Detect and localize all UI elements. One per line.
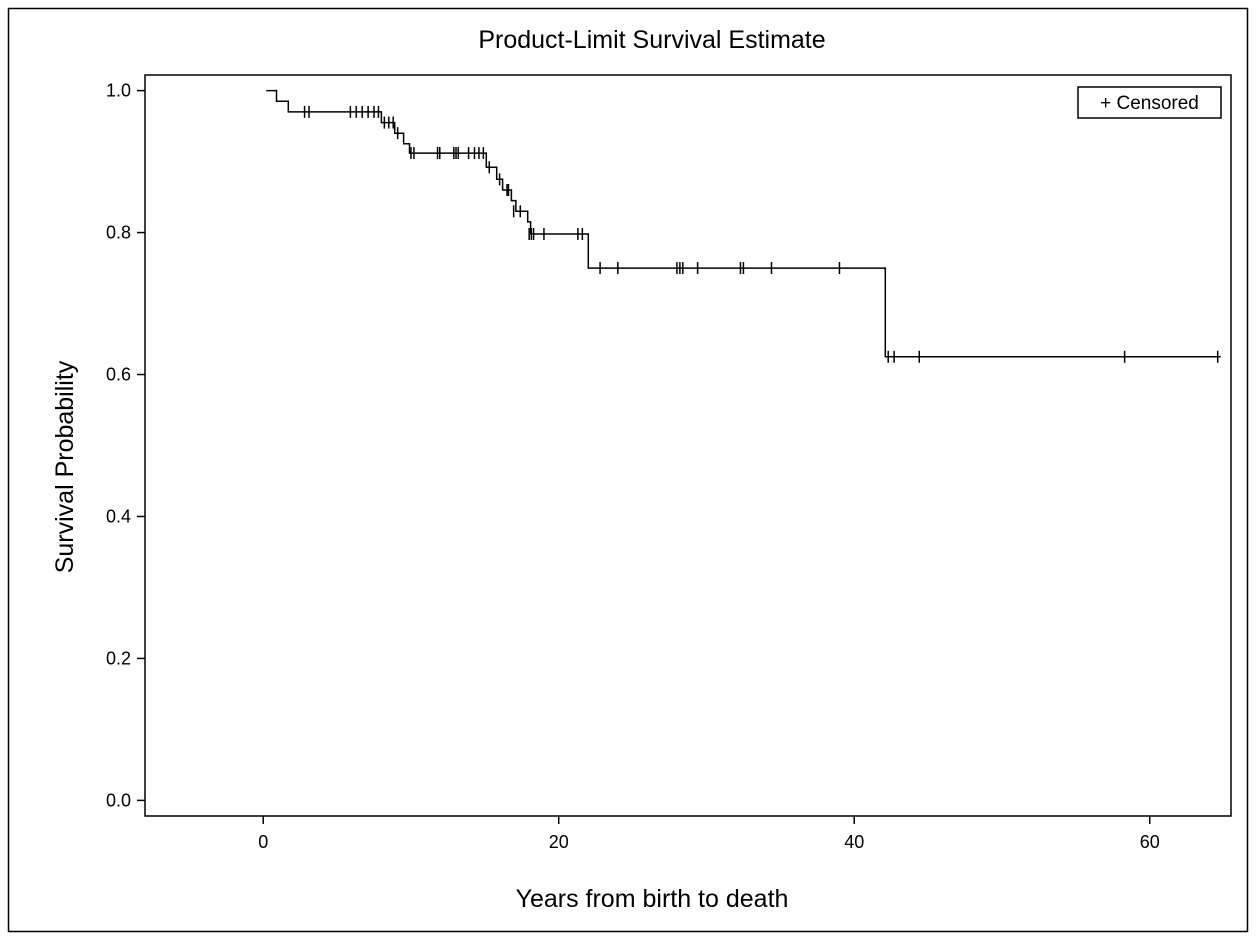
x-axis-ticks: 0 20 40 60 <box>258 816 1160 852</box>
x-tick-label: 60 <box>1140 832 1160 852</box>
chart-title: Product-Limit Survival Estimate <box>478 26 825 54</box>
y-tick-label: 1.0 <box>106 81 131 101</box>
x-axis-label: Years from birth to death <box>516 885 789 913</box>
legend-censored-label: + Censored <box>1100 93 1199 114</box>
survival-series <box>266 89 1221 363</box>
y-axis-label: Survival Probability <box>51 360 79 573</box>
plot-area <box>144 74 1232 817</box>
x-tick-label: 0 <box>258 832 268 852</box>
y-tick-label: 0.0 <box>106 790 131 810</box>
x-tick-label: 40 <box>844 832 864 852</box>
outer-frame <box>7 7 1249 933</box>
x-tick-label: 20 <box>549 832 569 852</box>
legend: + Censored <box>1077 86 1222 119</box>
legend-box <box>1077 86 1222 119</box>
y-tick-label: 0.2 <box>106 648 131 668</box>
y-tick-label: 0.6 <box>106 365 131 385</box>
y-axis-ticks: 0.0 0.2 0.4 0.6 0.8 1.0 <box>106 81 145 810</box>
y-tick-label: 0.8 <box>106 223 131 243</box>
y-tick-label: 0.4 <box>106 506 131 526</box>
survival-step-line <box>266 89 1221 358</box>
